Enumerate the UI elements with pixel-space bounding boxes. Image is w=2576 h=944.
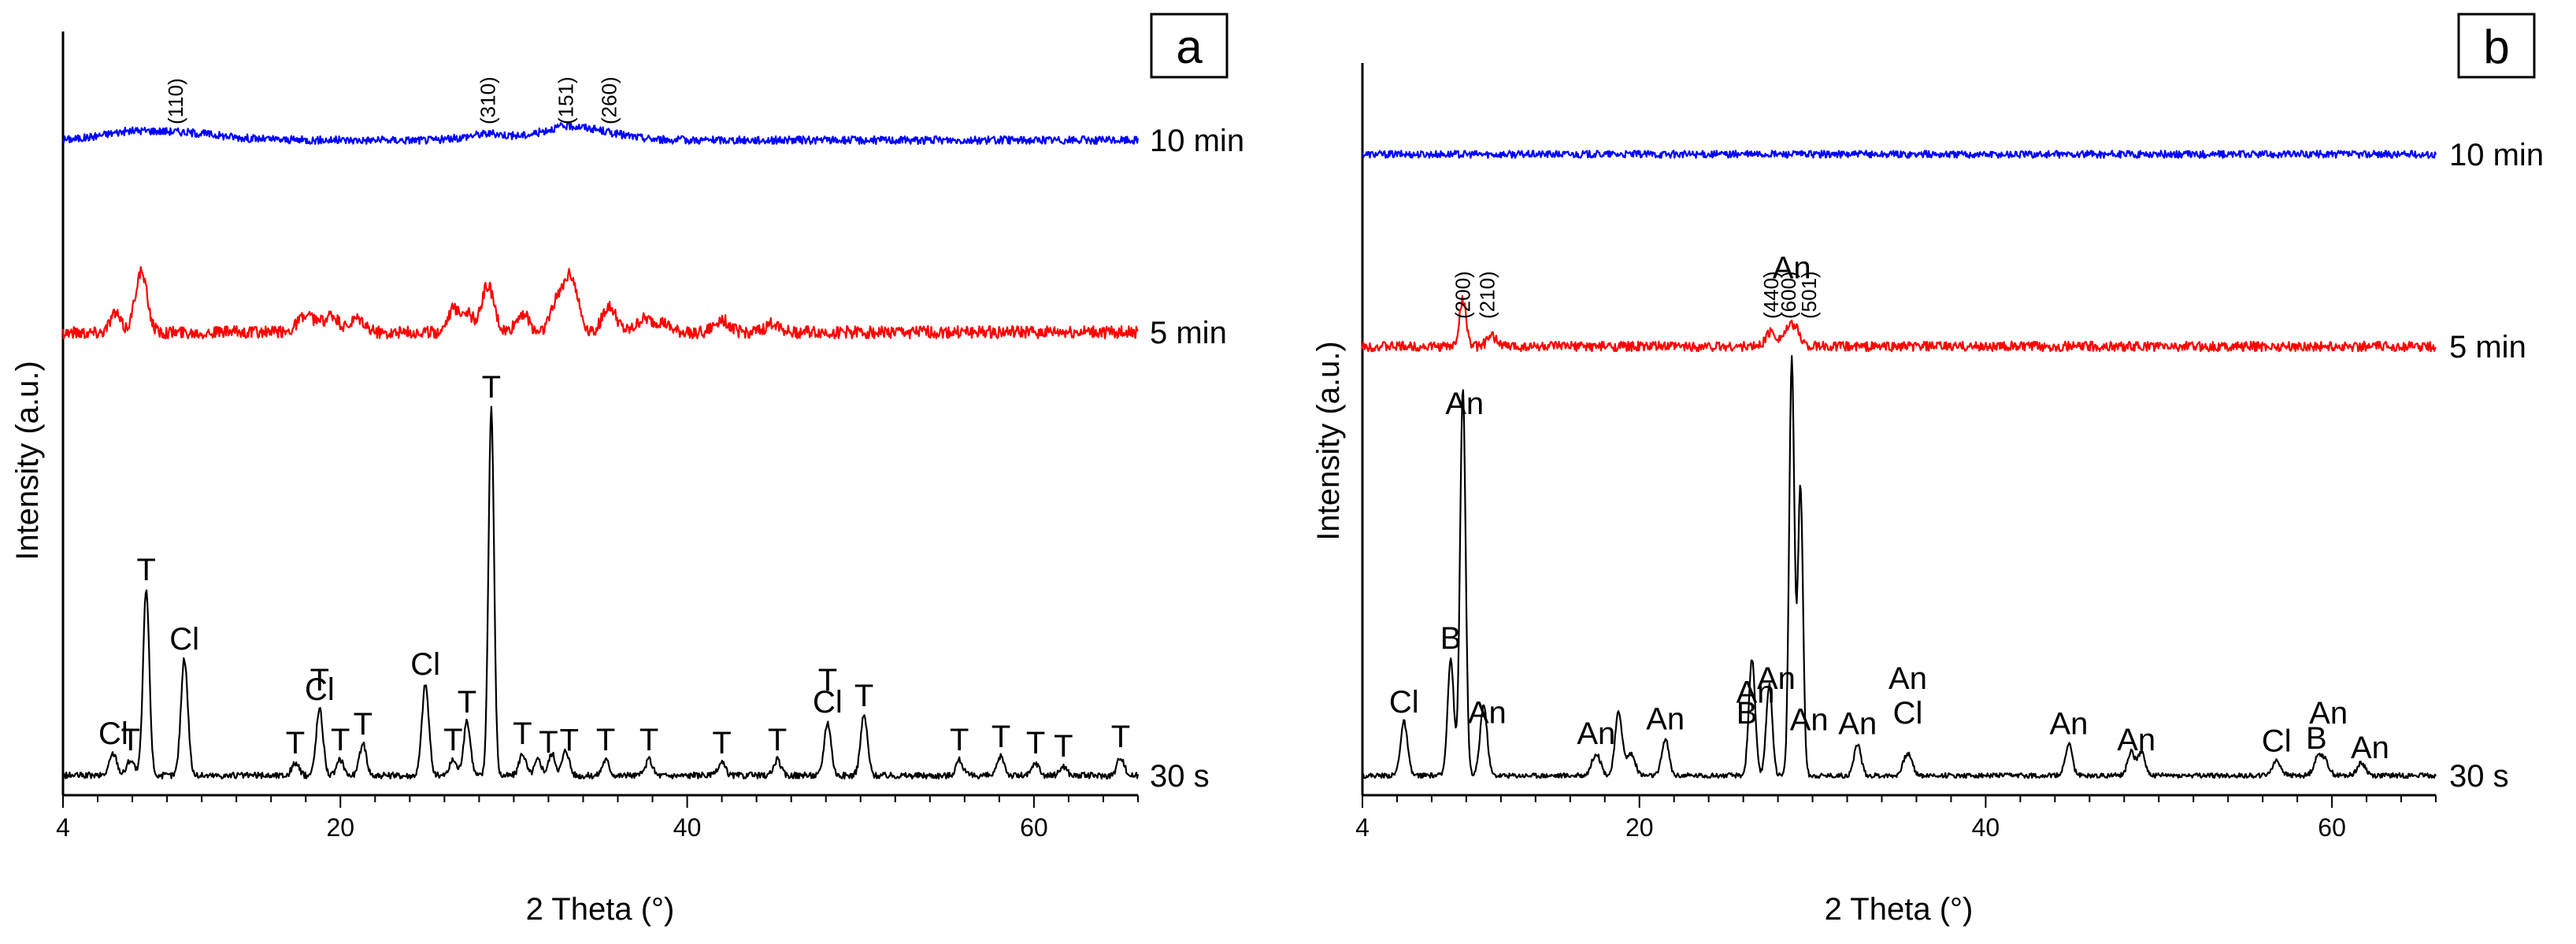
peak-label: An: [1577, 716, 1615, 751]
peak-label: T: [596, 723, 615, 757]
peak-label: T: [768, 723, 787, 757]
series-name-label: 5 min: [2449, 330, 2526, 365]
peak-label: T: [1111, 720, 1130, 754]
peak-label: T: [443, 723, 462, 757]
panel-b-letter: b: [2483, 20, 2509, 73]
peak-label: T: [458, 685, 476, 720]
hkl-label: (210): [1475, 271, 1499, 319]
peak-label: An: [1773, 250, 1811, 285]
peak-label: Cl: [1893, 696, 1923, 731]
peak-label: An: [1757, 661, 1796, 696]
peak-label: T: [331, 723, 350, 757]
series-line-5-min: [1361, 294, 2437, 353]
hkl-label: (501): [1797, 271, 1821, 319]
peak-label: T: [991, 720, 1010, 754]
peak-label: An: [2117, 723, 2155, 757]
peak-label: T: [310, 663, 329, 698]
peak-label: T: [354, 707, 373, 742]
peak-label: An: [2049, 707, 2088, 742]
series-line-10-min: [62, 121, 1140, 146]
x-tick-label: 20: [326, 813, 354, 842]
hkl-label: (310): [476, 76, 499, 124]
x-tick-label: 60: [1020, 813, 1048, 842]
panel-a-letter: a: [1176, 20, 1203, 73]
peak-label: Cl: [169, 622, 199, 657]
peak-label: Cl: [813, 685, 843, 720]
peak-label: Cl: [98, 716, 128, 751]
series-name-label: 30 s: [2449, 759, 2509, 794]
peak-label: T: [818, 663, 837, 698]
series-name-label: 5 min: [1150, 316, 1227, 350]
series-line-30-s: [61, 405, 1140, 780]
x-tick-label: 4: [56, 813, 70, 842]
peak-label: An: [1468, 695, 1507, 730]
peak-label: T: [1026, 726, 1045, 761]
series-name-label: 10 min: [2449, 138, 2544, 172]
peak-label: T: [1054, 729, 1073, 764]
panel-b-x-label: 2 Theta (°): [1825, 892, 1974, 927]
series-line-30-s: [1362, 355, 2437, 779]
panel-b-y-label: Intensity (a.u.): [1311, 341, 1346, 540]
peak-label: An: [1888, 661, 1927, 696]
peak-label: An: [2309, 696, 2348, 731]
peak-label: T: [950, 723, 969, 757]
peak-label: T: [539, 725, 558, 760]
peak-label: T: [513, 716, 532, 751]
series-line-5-min: [61, 265, 1139, 340]
hkl-label: (600): [1777, 271, 1800, 319]
hkl-label: (151): [554, 76, 577, 124]
x-tick-label: 40: [1972, 813, 2000, 842]
peak-label: An: [2351, 731, 2389, 765]
x-tick-label: 40: [673, 813, 702, 842]
hkl-label: (200): [1451, 271, 1475, 319]
peak-label: B: [2306, 721, 2327, 756]
peak-label: An: [1445, 387, 1484, 421]
peak-label: An: [1838, 707, 1877, 742]
peak-label: Cl: [305, 672, 335, 707]
peak-label: Cl: [2262, 724, 2292, 758]
peak-label: B: [1440, 621, 1462, 656]
x-tick-label: 60: [2318, 813, 2346, 842]
series-name-label: 10 min: [1150, 124, 1244, 158]
x-tick-label: 20: [1625, 813, 1654, 842]
series-name-label: 30 s: [1150, 759, 1210, 794]
hkl-label: (110): [164, 78, 187, 124]
hkl-label: (440): [1759, 271, 1783, 319]
peak-label: An: [1736, 676, 1775, 710]
series-line-10-min: [1361, 150, 2437, 159]
panel-a-letter-box: [1150, 13, 1229, 79]
panel-a-x-label: 2 Theta (°): [526, 892, 675, 927]
panel-b-letter-box: [2457, 13, 2536, 79]
peak-label: An: [1790, 703, 1829, 738]
peak-label: Cl: [410, 647, 440, 682]
peak-label: B: [1736, 696, 1758, 731]
peak-label: T: [639, 723, 658, 757]
hkl-label: (260): [598, 76, 621, 124]
peak-label: T: [136, 553, 155, 587]
peak-label: T: [121, 723, 140, 757]
peak-label: An: [1646, 702, 1685, 737]
panel-a-y-label: Intensity (a.u.): [10, 361, 45, 560]
peak-label: T: [286, 726, 305, 761]
x-tick-label: 4: [1355, 813, 1370, 842]
peak-label: T: [482, 370, 501, 405]
peak-label: T: [712, 726, 731, 761]
peak-label: T: [854, 679, 873, 713]
peak-label: Cl: [1389, 685, 1419, 720]
peak-label: T: [560, 724, 579, 758]
